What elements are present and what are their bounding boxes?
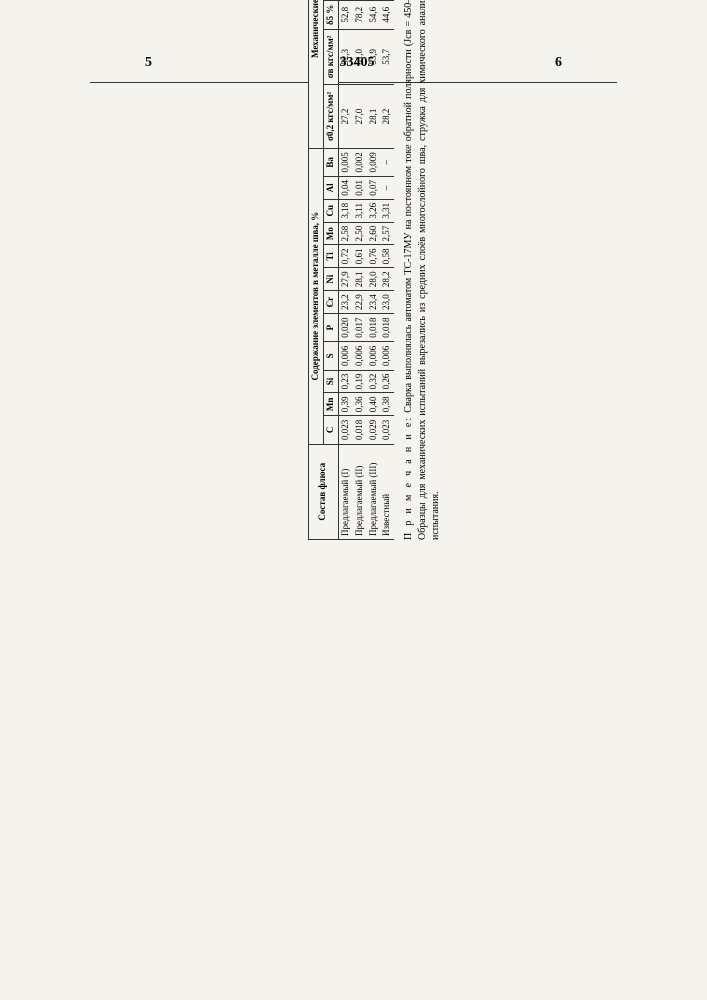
cell: 0,04 — [338, 177, 352, 200]
rotated-table-block: Т а б л и ц а 2 Состав флюса Содержание … — [290, 0, 443, 540]
cell: 0,40 — [367, 393, 381, 416]
th-mech-group: Механические характеристики — [309, 0, 324, 148]
cell: 0,006 — [380, 342, 394, 370]
cell: 0,023 — [338, 416, 352, 444]
data-table: Состав флюса Содержание элементов в мета… — [308, 0, 394, 540]
cell: 0,005 — [338, 148, 352, 176]
cell: 27,9 — [338, 268, 352, 291]
cell: 52,8 — [338, 1, 352, 30]
cell: 0,23 — [338, 370, 352, 393]
cell: 0,61 — [353, 245, 367, 268]
table-row: Предлагаемый (II)0,0180,360,190,0060,017… — [353, 0, 367, 540]
row-label: Предлагаемый (I) — [338, 444, 352, 539]
cell: 28,2 — [380, 268, 394, 291]
th-chem: S — [323, 342, 338, 370]
cell: 2,57 — [380, 222, 394, 245]
th-chem: Ni — [323, 268, 338, 291]
row-label: Известный — [380, 444, 394, 539]
cell: 23,4 — [367, 291, 381, 314]
th-chem: Al — [323, 177, 338, 200]
cell: – — [380, 177, 394, 200]
cell: 0,38 — [380, 393, 394, 416]
cell: 0,029 — [367, 416, 381, 444]
cell: 0,006 — [367, 342, 381, 370]
th-chem-group: Содержание элементов в металле шва, % — [309, 148, 324, 444]
table-row: Известный0,0230,380,260,0060,01823,028,2… — [380, 0, 394, 540]
cell: 0,01 — [353, 177, 367, 200]
cell: 0,020 — [338, 313, 352, 341]
cell: 28,0 — [367, 268, 381, 291]
cell: 23,0 — [380, 291, 394, 314]
th-chem: Mn — [323, 393, 338, 416]
th-mech: ψ % — [323, 0, 338, 1]
cell: 0,58 — [380, 245, 394, 268]
cell: 53,9 — [367, 29, 381, 85]
cell: 52,3 — [338, 29, 352, 85]
th-chem: P — [323, 313, 338, 341]
th-chem: C — [323, 416, 338, 444]
page-left: 5 — [145, 55, 152, 71]
th-mech: δ5 % — [323, 1, 338, 30]
th-chem: Cr — [323, 291, 338, 314]
cell: 3,26 — [367, 199, 381, 222]
cell: 0,023 — [380, 416, 394, 444]
cell: 54,6 — [367, 1, 381, 30]
row-label: Предлагаемый (II) — [353, 444, 367, 539]
cell: 27,2 — [338, 85, 352, 148]
cell: 0,36 — [353, 393, 367, 416]
cell: 57,2 — [367, 0, 381, 1]
footnote: П р и м е ч а н и е: Сварка выполнялась … — [402, 0, 443, 540]
cell: 23,2 — [338, 291, 352, 314]
cell: 51,0 — [353, 29, 367, 85]
th-chem: Ti — [323, 245, 338, 268]
cell: 3,11 — [353, 199, 367, 222]
cell: 57,5 — [338, 0, 352, 1]
table-caption: Т а б л и ц а 2 — [290, 0, 302, 540]
th-chem: Ba — [323, 148, 338, 176]
cell: 3,18 — [338, 199, 352, 222]
cell: 27,0 — [353, 85, 367, 148]
th-chem: Si — [323, 370, 338, 393]
cell: 0,018 — [353, 416, 367, 444]
cell: 0,006 — [338, 342, 352, 370]
th-chem: Cu — [323, 199, 338, 222]
cell: 0,07 — [367, 177, 381, 200]
cell: 78,2 — [353, 1, 367, 30]
th-chem: Mo — [323, 222, 338, 245]
cell: 44,6 — [380, 1, 394, 30]
cell: 0,19 — [353, 370, 367, 393]
th-mech: σв кгс/мм² — [323, 29, 338, 85]
cell: – — [380, 148, 394, 176]
cell: 28,2 — [380, 85, 394, 148]
cell: 0,39 — [338, 393, 352, 416]
page-right: 6 — [555, 55, 562, 71]
table-row: Предлагаемый (III)0,0290,400,320,0060,01… — [367, 0, 381, 540]
cell: 2,58 — [338, 222, 352, 245]
cell: 0,017 — [353, 313, 367, 341]
cell: 3,31 — [380, 199, 394, 222]
cell: 58,9 — [380, 0, 394, 1]
cell: 53,7 — [380, 29, 394, 85]
cell: 2,60 — [367, 222, 381, 245]
cell: 28,1 — [367, 85, 381, 148]
footnote-prefix: П р и м е ч а н и е: — [403, 416, 414, 540]
cell: 0,018 — [380, 313, 394, 341]
cell: 0,26 — [380, 370, 394, 393]
cell: 0,002 — [353, 148, 367, 176]
cell: 0,32 — [367, 370, 381, 393]
cell: 0,006 — [353, 342, 367, 370]
table-body: Предлагаемый (I)0,0230,390,230,0060,0202… — [338, 0, 394, 540]
cell: 22,9 — [353, 291, 367, 314]
table-row: Предлагаемый (I)0,0230,390,230,0060,0202… — [338, 0, 352, 540]
cell: 0,76 — [367, 245, 381, 268]
cell: 0,009 — [367, 148, 381, 176]
th-flux: Состав флюса — [309, 444, 339, 539]
cell: 28,1 — [353, 268, 367, 291]
row-label: Предлагаемый (III) — [367, 444, 381, 539]
cell: 2,50 — [353, 222, 367, 245]
cell: 56,7 — [353, 0, 367, 1]
th-mech: σ0,2 кгс/мм² — [323, 85, 338, 148]
cell: 0,72 — [338, 245, 352, 268]
cell: 0,018 — [367, 313, 381, 341]
